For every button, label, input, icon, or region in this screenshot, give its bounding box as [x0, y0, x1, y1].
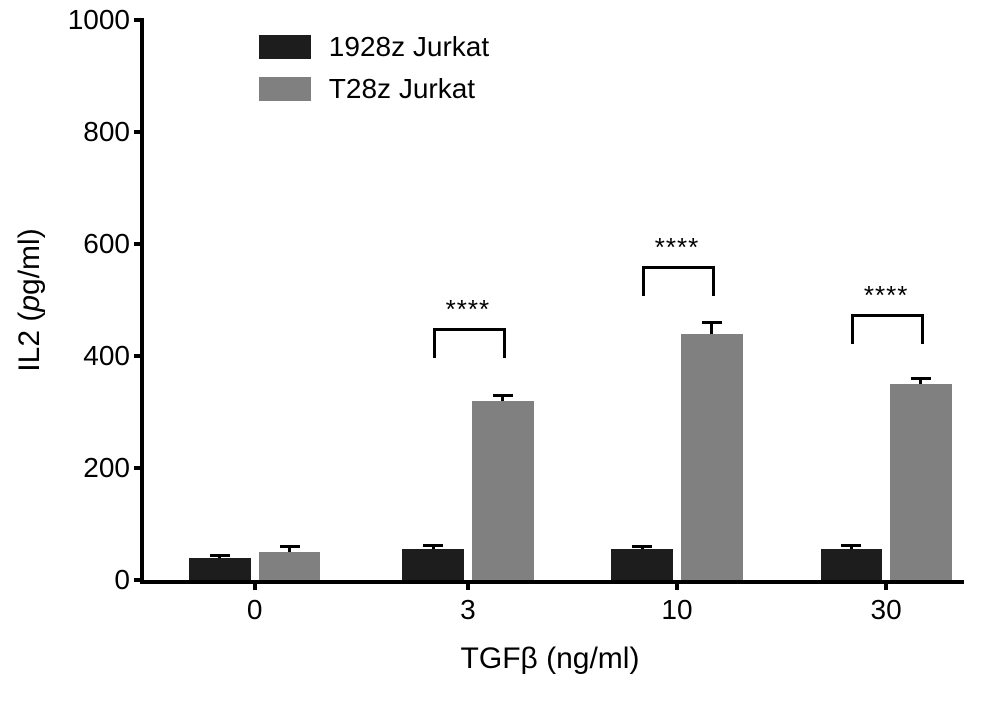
- y-tick-label: 400: [83, 340, 144, 372]
- y-tick-label: 0: [114, 564, 144, 596]
- significance-bracket-drop: [851, 314, 854, 344]
- error-cap: [493, 394, 513, 397]
- legend: 1928z Jurkat T28z Jurkat: [259, 31, 489, 115]
- error-cap: [702, 321, 722, 324]
- x-tick-label: 0: [247, 580, 263, 626]
- plot-area: 02004006008001000031030************1928z…: [140, 20, 964, 584]
- significance-bracket: [642, 266, 712, 269]
- error-cap: [423, 544, 443, 547]
- il2-bar-chart: 0 200 400 600 800 1000 0 3 10 30 **** **** **** 1928z…: [0, 0, 1000, 701]
- bar: [259, 552, 321, 580]
- x-tick-label: 10: [661, 580, 692, 626]
- bar: [821, 549, 883, 580]
- legend-swatch: [259, 35, 311, 59]
- bar: [189, 558, 251, 580]
- significance-stars: ****: [655, 232, 699, 263]
- legend-item: T28z Jurkat: [259, 73, 489, 105]
- significance-bracket-drop: [433, 328, 436, 358]
- bar: [402, 549, 464, 580]
- x-tick-label: 30: [871, 580, 902, 626]
- significance-bracket: [851, 314, 921, 317]
- significance-bracket: [433, 328, 503, 331]
- legend-swatch: [259, 77, 311, 101]
- y-axis-label: IL2 (pg/ml): [13, 228, 47, 371]
- significance-stars: ****: [864, 280, 908, 311]
- error-cap: [841, 544, 861, 547]
- y-tick-label: 600: [83, 228, 144, 260]
- legend-item: 1928z Jurkat: [259, 31, 489, 63]
- y-tick-label: 1000: [68, 4, 144, 36]
- significance-bracket-drop: [503, 328, 506, 358]
- bar: [472, 401, 534, 580]
- error-cap: [632, 545, 652, 548]
- significance-bracket-drop: [642, 266, 645, 296]
- x-tick-label: 3: [460, 580, 476, 626]
- bar: [611, 549, 673, 580]
- bar: [890, 384, 952, 580]
- bar: [681, 334, 743, 580]
- significance-bracket-drop: [921, 314, 924, 344]
- legend-label: 1928z Jurkat: [329, 31, 489, 63]
- significance-stars: ****: [446, 294, 490, 325]
- error-cap: [911, 377, 931, 380]
- y-tick-label: 800: [83, 116, 144, 148]
- error-cap: [280, 545, 300, 548]
- error-cap: [210, 554, 230, 557]
- significance-bracket-drop: [712, 266, 715, 296]
- x-axis-label: TGFβ (ng/ml): [461, 642, 640, 676]
- legend-label: T28z Jurkat: [329, 73, 475, 105]
- y-tick-label: 200: [83, 452, 144, 484]
